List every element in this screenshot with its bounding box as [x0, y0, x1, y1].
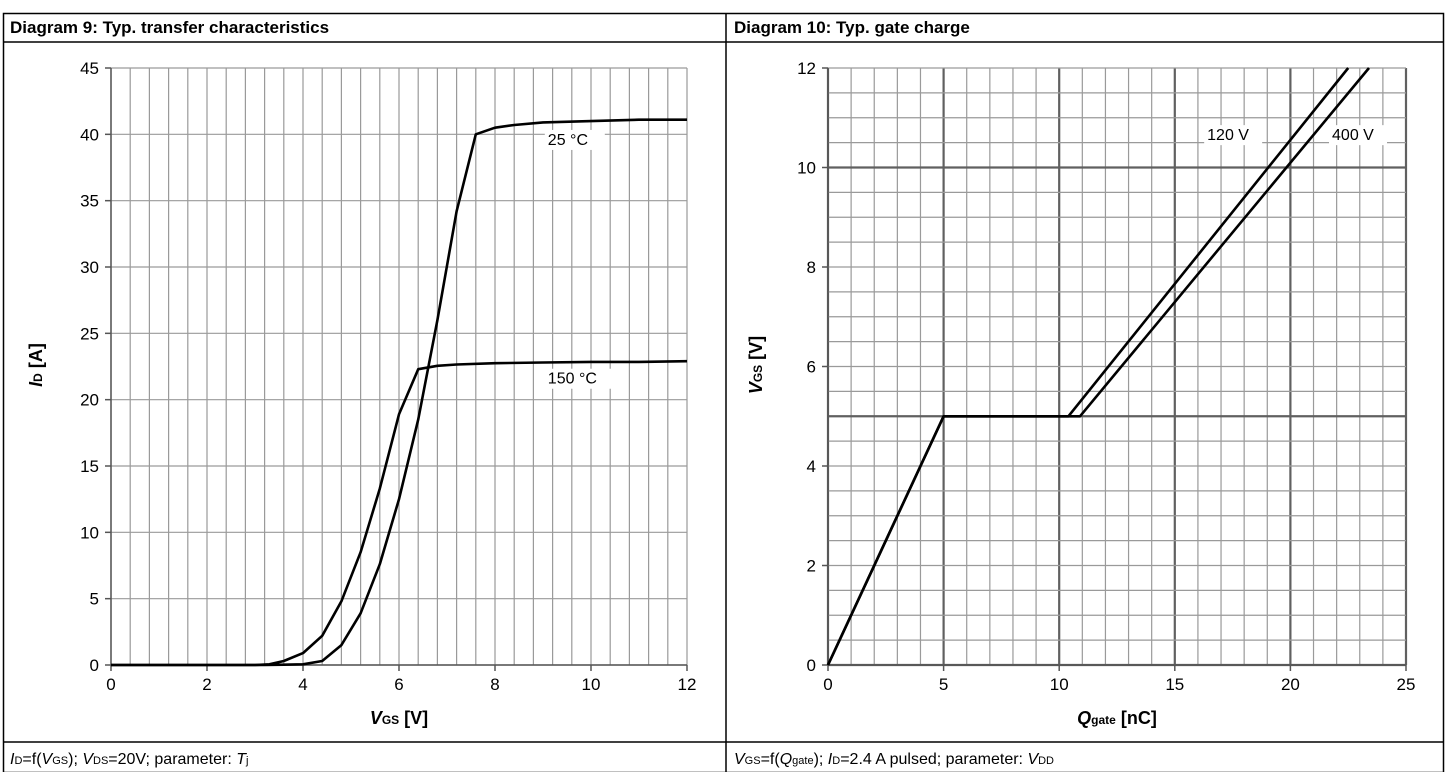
chart10-x-axis-label: Qgate [nC] [1077, 708, 1157, 728]
diagram-10-title: Diagram 10: Typ. gate charge [734, 18, 970, 37]
y-tick-label: 0 [90, 656, 99, 675]
x-tick-label: 20 [1281, 675, 1300, 694]
series-line-0 [111, 118, 687, 667]
y-tick-label: 20 [80, 391, 99, 410]
x-tick-label: 4 [298, 675, 307, 694]
chart10-y-axis-label: VGS [V] [746, 336, 766, 394]
series-label-background [544, 368, 613, 389]
y-tick-label: 45 [80, 59, 99, 78]
series-line-1 [826, 67, 1371, 666]
y-tick-label: 25 [80, 324, 99, 343]
x-tick-label: 25 [1397, 675, 1416, 694]
y-tick-label: 5 [90, 590, 99, 609]
series-label-background [544, 129, 605, 150]
x-tick-label: 0 [823, 675, 832, 694]
y-tick-label: 0 [807, 656, 816, 675]
x-tick-label: 5 [939, 675, 948, 694]
x-tick-label: 0 [106, 675, 115, 694]
y-tick-label: 35 [80, 192, 99, 211]
series-label-background [1329, 125, 1388, 146]
y-tick-label: 8 [807, 258, 816, 277]
x-tick-label: 2 [202, 675, 211, 694]
y-tick-label: 30 [80, 258, 99, 277]
gate-charge-chart: 0 5 10 15 20 25 0 2 4 6 8 10 12 120 V 400 V [797, 59, 1415, 694]
x-tick-label: 8 [490, 675, 499, 694]
x-tick-label: 6 [394, 675, 403, 694]
series-label: 120 V [1207, 127, 1249, 144]
y-tick-label: 6 [807, 358, 816, 377]
y-tick-label: 10 [80, 523, 99, 542]
x-tick-label: 10 [582, 675, 601, 694]
y-tick-label: 15 [80, 457, 99, 476]
series-label-background [1204, 125, 1263, 146]
outer-frame [2, 12, 1445, 772]
x-tick-label: 10 [1050, 675, 1069, 694]
series-label: 400 V [1332, 127, 1374, 144]
diagram-9-title: Diagram 9: Typ. transfer characteristics [10, 18, 329, 37]
chart9-y-axis-label: ID [A] [26, 343, 46, 387]
y-tick-label: 4 [807, 457, 816, 476]
series-label: 25 °C [548, 132, 588, 149]
x-tick-label: 15 [1165, 675, 1184, 694]
series-label: 150 °C [548, 371, 597, 388]
diagram-10-footer: VGS=f(Qgate); ID=2.4 A pulsed; parameter… [734, 751, 1054, 768]
chart9-x-axis-label: VGS [V] [370, 708, 428, 728]
diagram-9-footer: ID=f(VGS); VDS=20V; parameter: Tj [10, 751, 248, 768]
y-tick-label: 12 [797, 59, 816, 78]
y-tick-label: 40 [80, 125, 99, 144]
y-tick-label: 2 [807, 557, 816, 576]
x-tick-label: 12 [678, 675, 697, 694]
transfer-characteristics-chart: 0 2 4 6 8 10 12 0 5 10 15 20 25 30 35 40 45 25 °C 150 °C [80, 59, 696, 694]
series-line-1 [111, 359, 688, 667]
y-tick-label: 10 [797, 159, 816, 178]
